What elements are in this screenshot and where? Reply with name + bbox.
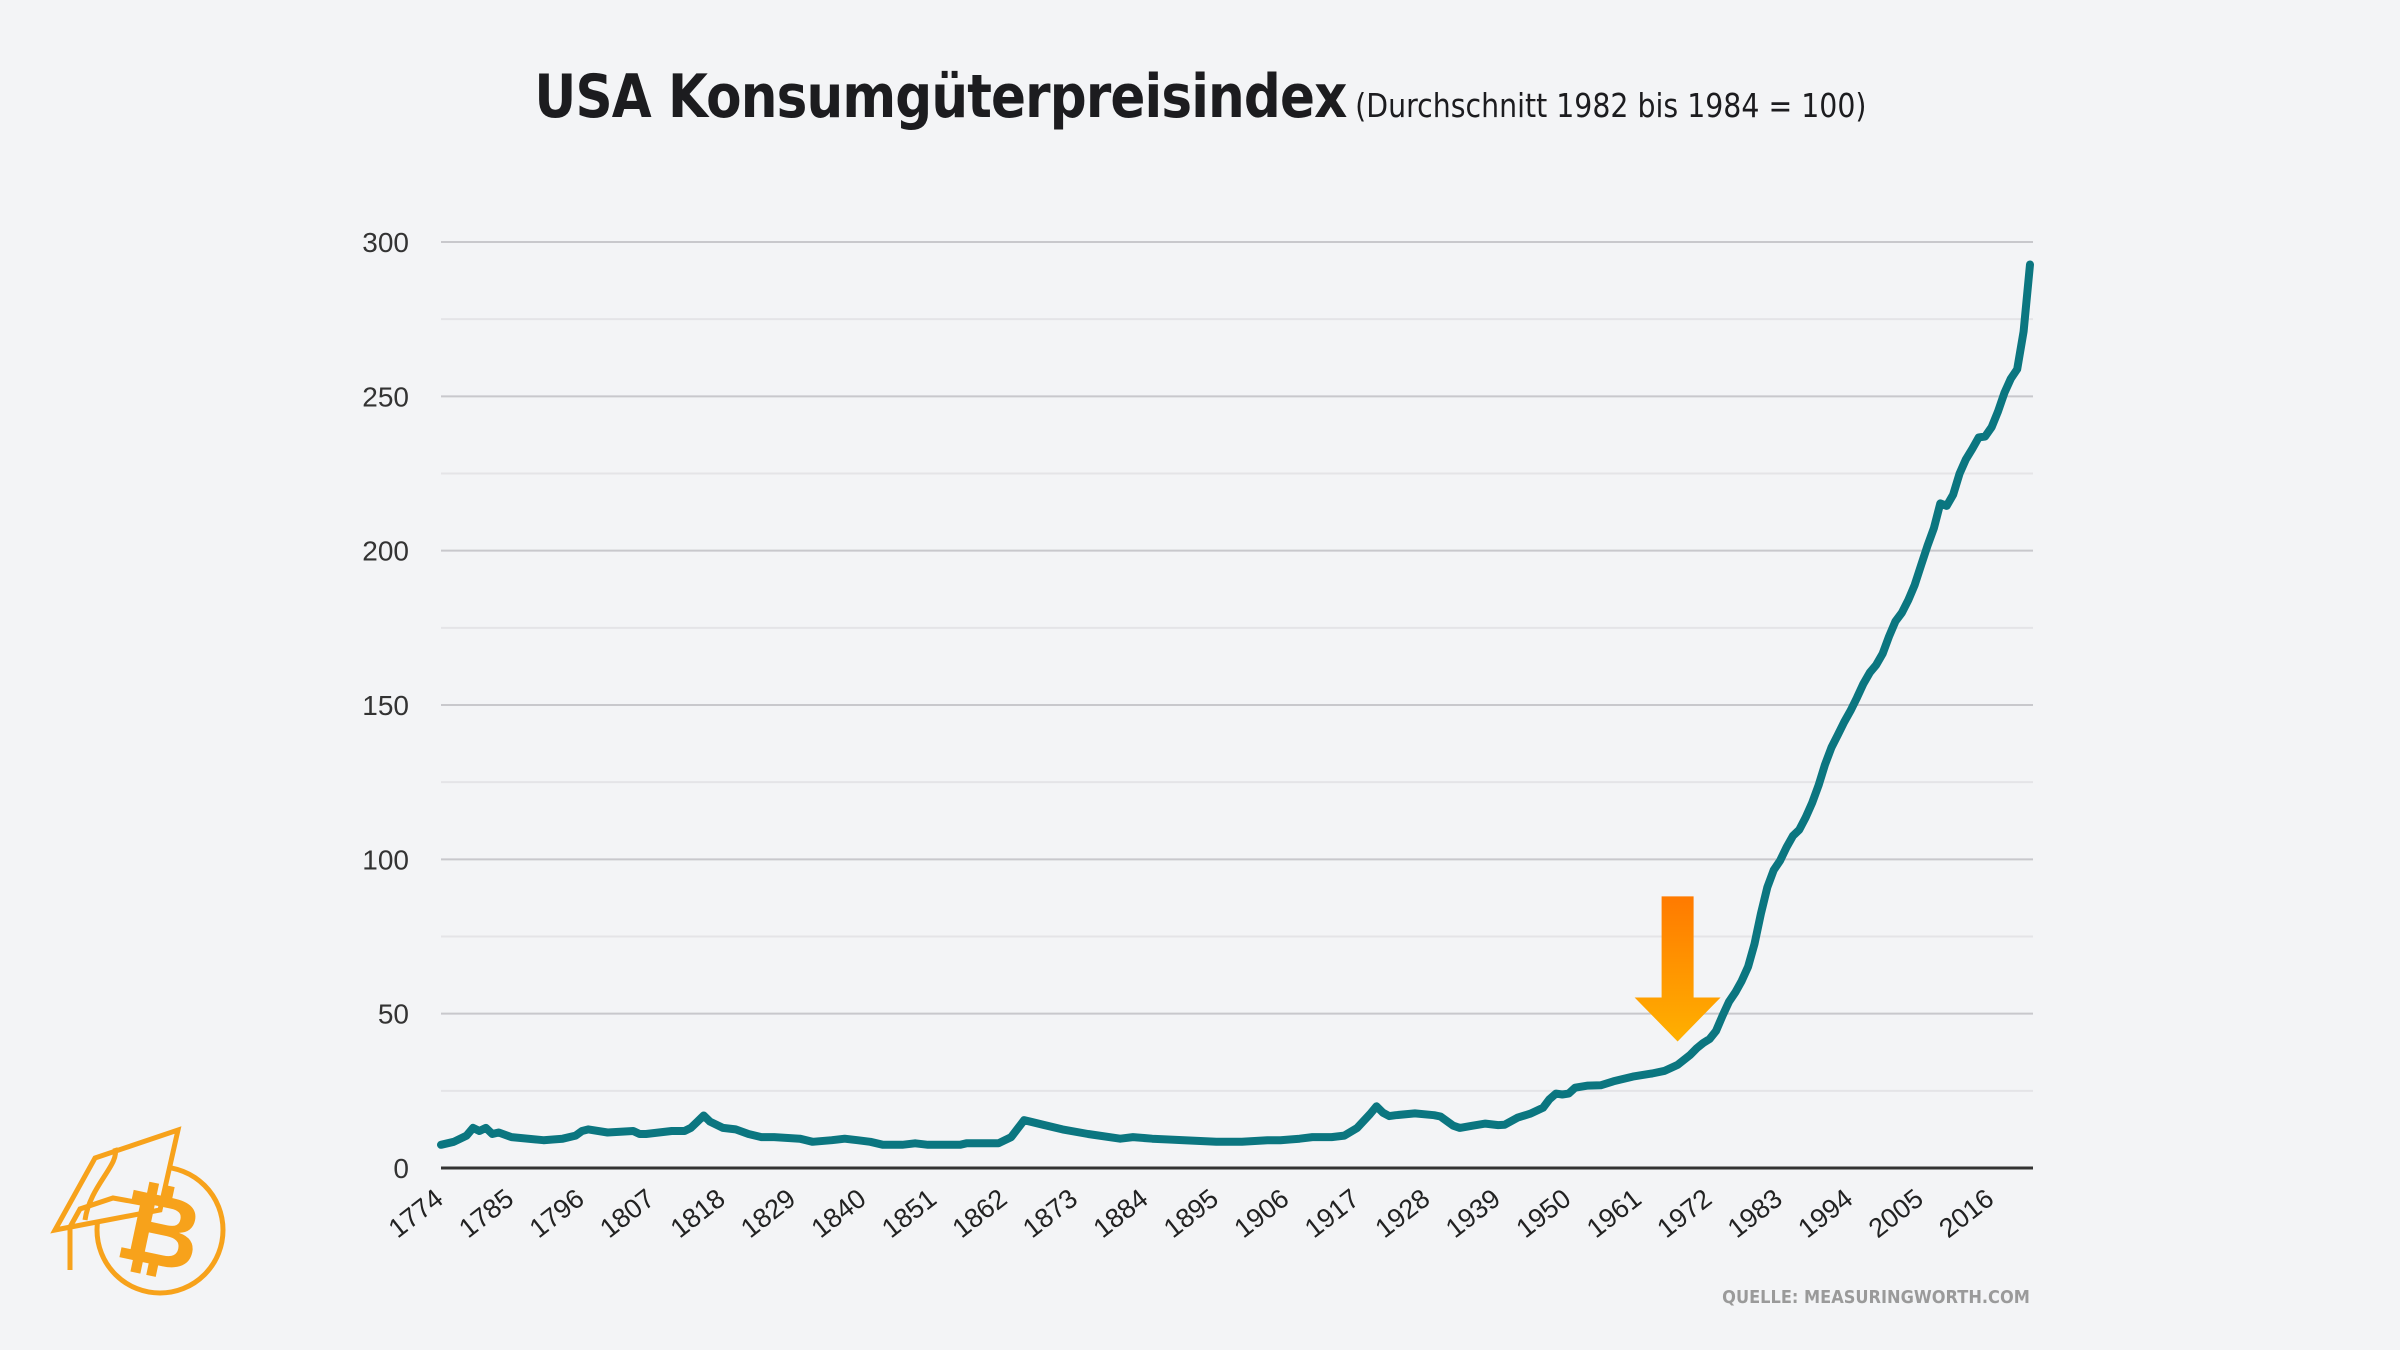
x-tick-label: 1994 bbox=[1792, 1183, 1858, 1244]
chart-title-block: USA Konsumgüterpreisindex (Durchschnitt 1… bbox=[0, 62, 2400, 132]
chart-subtitle: (Durchschnitt 1982 bis 1984 = 100) bbox=[1354, 86, 1867, 125]
series-line-cpi bbox=[437, 260, 2034, 1149]
x-tick-label: 1818 bbox=[665, 1183, 731, 1244]
x-tick-label: 1785 bbox=[453, 1183, 519, 1244]
y-tick-label: 150 bbox=[362, 690, 409, 721]
x-tick-label: 1939 bbox=[1440, 1183, 1506, 1244]
x-tick-label: 1906 bbox=[1229, 1183, 1295, 1244]
x-tick-label: 1950 bbox=[1511, 1183, 1577, 1244]
y-tick-label: 50 bbox=[378, 999, 409, 1030]
y-tick-label: 100 bbox=[362, 844, 409, 875]
bitcoin-academy-logo: ₿ bbox=[50, 1126, 226, 1296]
x-tick-label: 1873 bbox=[1017, 1183, 1083, 1244]
x-axis-tick-labels: 1774 1785 1796 1807 1818 1829 1840 1851 1862 1873… bbox=[383, 1183, 1999, 1244]
y-axis-tick-labels: 0 50 100 150 200 250 300 bbox=[362, 227, 409, 1184]
y-tick-label: 0 bbox=[393, 1153, 409, 1184]
x-tick-label: 1774 bbox=[383, 1183, 449, 1244]
x-tick-label: 1796 bbox=[524, 1183, 590, 1244]
y-tick-label: 200 bbox=[362, 536, 409, 567]
x-tick-label: 1851 bbox=[876, 1183, 942, 1244]
y-tick-label: 250 bbox=[362, 381, 409, 412]
x-tick-label: 1895 bbox=[1158, 1183, 1224, 1244]
y-tick-label: 300 bbox=[362, 227, 409, 258]
x-tick-label: 1972 bbox=[1652, 1183, 1718, 1244]
x-tick-label: 2005 bbox=[1863, 1183, 1929, 1244]
x-tick-label: 1961 bbox=[1581, 1183, 1647, 1244]
x-tick-label: 1862 bbox=[947, 1183, 1013, 1244]
chart-title: USA Konsumgüterpreisindex bbox=[533, 62, 1347, 132]
x-tick-label: 1884 bbox=[1088, 1183, 1154, 1244]
x-tick-label: 1829 bbox=[735, 1183, 801, 1244]
x-tick-label: 2016 bbox=[1933, 1183, 1999, 1244]
x-tick-label: 1807 bbox=[594, 1183, 660, 1244]
annotation-arrow-down bbox=[1634, 896, 1721, 1042]
grid-lines bbox=[441, 241, 2033, 1092]
x-tick-label: 1840 bbox=[806, 1183, 872, 1244]
source-credit: QUELLE: MEASURINGWORTH.COM bbox=[1722, 1287, 2030, 1308]
x-tick-label: 1917 bbox=[1299, 1183, 1365, 1244]
x-tick-label: 1928 bbox=[1370, 1183, 1436, 1244]
x-tick-label: 1983 bbox=[1722, 1183, 1788, 1244]
